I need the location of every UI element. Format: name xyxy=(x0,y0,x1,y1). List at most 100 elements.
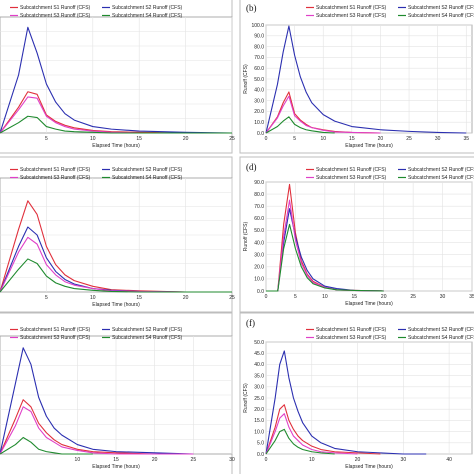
y-tick-label: 40.0 xyxy=(254,240,264,246)
x-tick-label: 20 xyxy=(355,457,361,463)
legend-label: Subcatchment S2 Runoff (CFS) xyxy=(408,327,474,333)
legend-label: Subcatchment S1 Runoff (CFS) xyxy=(20,327,91,333)
x-tick-label: 20 xyxy=(183,136,189,142)
y-tick-label: 70.0 xyxy=(254,55,264,61)
y-tick-label: 20.0 xyxy=(254,109,264,115)
legend-item: Subcatchment S1 Runoff (CFS) xyxy=(10,327,91,333)
x-tick-label: 35 xyxy=(469,294,474,300)
x-axis-label: Elapsed Time (hours) xyxy=(345,143,393,149)
y-tick-label: 70.0 xyxy=(254,204,264,210)
x-tick-label: 15 xyxy=(349,136,355,142)
x-axis-label: Elapsed Time (hours) xyxy=(92,302,140,308)
y-axis-label: Runoff (CFS) xyxy=(243,383,249,413)
legend-item: Subcatchment S4 Runoff (CFS) xyxy=(102,175,183,181)
legend-label: Subcatchment S1 Runoff (CFS) xyxy=(316,167,387,173)
plot-area xyxy=(265,181,473,292)
x-tick-label: 0 xyxy=(265,136,268,142)
x-tick-label: 25 xyxy=(191,457,197,463)
legend-label: Subcatchment S4 Runoff (CFS) xyxy=(408,335,474,341)
legend-label: Subcatchment S2 Runoff (CFS) xyxy=(112,167,183,173)
legend-label: Subcatchment S2 Runoff (CFS) xyxy=(112,327,183,333)
chart-panel-3: 5 10 15 20 25 Elapsed Time (hours) Subcatchmen… xyxy=(0,156,235,313)
y-tick-label: 30.0 xyxy=(254,252,264,258)
legend-label: Subcatchment S4 Runoff (CFS) xyxy=(408,175,474,181)
x-tick-label: 20 xyxy=(378,136,384,142)
x-axis-label: Elapsed Time (hours) xyxy=(345,464,393,470)
x-tick-label: 30 xyxy=(401,457,407,463)
legend-item: Subcatchment S3 Runoff (CFS) xyxy=(306,175,387,181)
x-axis-label: Elapsed Time (hours) xyxy=(92,143,140,149)
legend-label: Subcatchment S1 Runoff (CFS) xyxy=(316,5,387,11)
legend-item: Subcatchment S2 Runoff (CFS) xyxy=(102,327,183,333)
x-tick-label: 0 xyxy=(265,457,268,463)
legend-label: Subcatchment S4 Runoff (CFS) xyxy=(112,335,183,341)
y-tick-label: 80.0 xyxy=(254,44,264,50)
series-line-s3 xyxy=(265,95,381,134)
x-tick-label: 30 xyxy=(440,294,446,300)
y-tick-label: 15.0 xyxy=(254,418,264,424)
legend-item: Subcatchment S4 Runoff (CFS) xyxy=(102,335,183,341)
x-tick-label: 25 xyxy=(229,136,235,142)
series-line-s3 xyxy=(265,413,358,455)
panel-letter: (b) xyxy=(246,3,257,13)
y-tick-label: 35.0 xyxy=(254,373,264,379)
x-tick-label: 5 xyxy=(45,136,48,142)
legend-item: Subcatchment S4 Runoff (CFS) xyxy=(398,13,474,19)
y-axis-label: Runoff (CFS) xyxy=(243,64,249,94)
legend-label: Subcatchment S1 Runoff (CFS) xyxy=(20,5,91,11)
legend-label: Subcatchment S4 Runoff (CFS) xyxy=(408,13,474,19)
x-tick-label: 20 xyxy=(381,294,387,300)
y-tick-label: 20.0 xyxy=(254,407,264,413)
legend-label: Subcatchment S3 Runoff (CFS) xyxy=(316,175,387,181)
x-tick-label: 5 xyxy=(294,294,297,300)
legend-item: Subcatchment S1 Runoff (CFS) xyxy=(10,5,91,11)
y-tick-label: 50.0 xyxy=(254,228,264,234)
series-line-s4 xyxy=(266,223,384,292)
x-tick-label: 10 xyxy=(309,457,315,463)
legend-label: Subcatchment S2 Runoff (CFS) xyxy=(408,167,474,173)
y-tick-label: 80.0 xyxy=(254,192,264,198)
legend-item: Subcatchment S3 Runoff (CFS) xyxy=(10,335,91,341)
x-tick-label: 20 xyxy=(183,295,189,301)
y-tick-label: 25.0 xyxy=(254,396,264,402)
legend-label: Subcatchment S2 Runoff (CFS) xyxy=(112,5,183,11)
x-tick-label: 0 xyxy=(265,294,268,300)
y-tick-label: 0.0 xyxy=(257,289,264,295)
chart-panel-6: 0 10 20 30 40 0.0 5.0 10.0 15.0 20.0 25.0 30.0 35.0 4… xyxy=(239,312,474,474)
chart-panel-2: 0 5 10 15 20 25 30 35 0.0 10.0 20.0 30.0 40.0 50.0 60.… xyxy=(239,0,474,154)
x-tick-label: 5 xyxy=(293,136,296,142)
y-tick-label: 0.0 xyxy=(257,452,264,458)
y-tick-label: 10.0 xyxy=(254,277,264,283)
legend-item: Subcatchment S2 Runoff (CFS) xyxy=(398,167,474,173)
x-tick-label: 15 xyxy=(136,295,142,301)
x-tick-label: 40 xyxy=(446,457,452,463)
y-tick-label: 90.0 xyxy=(254,180,264,186)
x-tick-label: 20 xyxy=(152,457,158,463)
series-line-s4 xyxy=(265,116,335,134)
x-tick-label: 15 xyxy=(136,136,142,142)
panel-letter: (f) xyxy=(246,318,255,328)
y-tick-label: 100.0 xyxy=(251,23,264,29)
x-tick-label: 25 xyxy=(410,294,416,300)
y-tick-label: 40.0 xyxy=(254,88,264,94)
y-tick-label: 10.0 xyxy=(254,120,264,126)
x-axis-label: Elapsed Time (hours) xyxy=(92,464,140,470)
chart-panel-4: 0 5 10 15 20 25 30 35 0.0 10.0 20.0 30.0 40.0 50.0 60.… xyxy=(239,156,474,313)
legend-label: Subcatchment S1 Runoff (CFS) xyxy=(20,167,91,173)
chart-panel-1: 5 10 15 20 25 Elapsed Time (hours) Subcatchmen… xyxy=(0,0,235,154)
legend-item: Subcatchment S4 Runoff (CFS) xyxy=(398,335,474,341)
panel-letter: (d) xyxy=(246,162,257,172)
legend-item: Subcatchment S4 Runoff (CFS) xyxy=(398,175,474,181)
x-tick-label: 15 xyxy=(113,457,119,463)
legend-item: Subcatchment S3 Runoff (CFS) xyxy=(10,175,91,181)
y-tick-label: 90.0 xyxy=(254,34,264,40)
y-tick-label: 60.0 xyxy=(254,216,264,222)
series-line-s4 xyxy=(0,436,93,455)
x-tick-label: 10 xyxy=(90,295,96,301)
legend-item: Subcatchment S3 Runoff (CFS) xyxy=(10,13,91,19)
x-tick-label: 10 xyxy=(322,294,328,300)
legend-label: Subcatchment S3 Runoff (CFS) xyxy=(316,13,387,19)
legend-label: Subcatchment S3 Runoff (CFS) xyxy=(316,335,387,341)
legend-item: Subcatchment S1 Runoff (CFS) xyxy=(306,167,387,173)
